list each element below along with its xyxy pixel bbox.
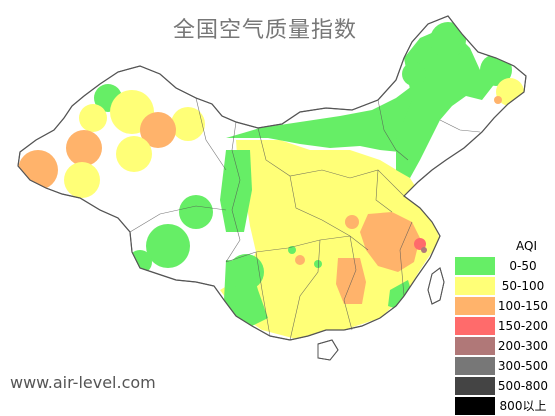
legend-item-6: 500-800 [455,376,551,396]
province-border-6 [255,251,271,337]
legend-swatch [455,337,495,355]
aqi-hotspot-5 [288,246,296,254]
province-border-7 [375,169,393,213]
province-border-3 [289,175,369,251]
aqi-zones [18,22,524,340]
aqi-zone-good-16 [402,62,426,86]
legend-item-2: 100-150 [455,296,551,316]
province-border-4 [343,235,357,331]
aqi-zone-good-9 [179,195,213,229]
aqi-zone-sensitive-5 [66,130,102,166]
province-border-0 [225,121,241,263]
zone-sensitive-east [360,212,420,272]
legend-label: 200-300 [497,339,549,353]
legend-item-3: 150-200 [455,316,551,336]
aqi-hotspot-6 [314,260,322,268]
legend-swatch [455,317,495,335]
legend-swatch [455,297,495,315]
aqi-zone-moderate-1 [79,104,107,132]
aqi-zone-good-12 [228,254,264,290]
legend-item-1: 50-100 [455,276,551,296]
province-borders [17,15,527,361]
legend-item-4: 200-300 [455,336,551,356]
legend-label: 800以上 [499,399,547,413]
province-border-8 [399,221,413,297]
zone-good-northeast [396,26,496,178]
aqi-zone-sensitive-4 [140,112,176,148]
aqi-hotspot-2 [345,215,359,229]
zone-sensitive-central [336,258,366,304]
aqi-map: 全国空气质量指数 www.air-level.com AQI 0-50 50-1… [10,15,548,415]
legend-label: 150-200 [497,319,549,333]
province-border-1 [225,235,351,263]
legend-item-7: 800以上 [455,396,551,416]
aqi-hotspot-3 [295,255,305,265]
province-border-5 [289,239,321,341]
legend-swatch [455,377,495,395]
legend-label: 500-800 [497,379,549,393]
site-watermark: www.air-level.com [10,373,156,392]
hainan-border [317,339,339,361]
legend-label: 100-150 [497,299,549,313]
aqi-zone-moderate-7 [116,136,152,172]
aqi-zone-moderate-8 [64,162,100,198]
zone-good-gansu [220,150,252,232]
legend-label: 300-500 [497,359,549,373]
legend-swatch [455,357,495,375]
legend-label: 0-50 [509,259,537,273]
legend-item-5: 300-500 [455,356,551,376]
legend-swatch [455,257,495,275]
map-canvas [17,15,527,361]
aqi-hotspot-1 [421,247,427,253]
taiwan-border [427,267,445,305]
aqi-legend: AQI 0-50 50-100 100-150 150-200 200-300 … [455,236,551,416]
aqi-hotspot-0 [414,238,426,250]
aqi-zone-good-13 [430,22,466,58]
zone-moderate-east [220,140,440,340]
legend-header: AQI [516,239,537,253]
national-border [17,15,527,341]
aqi-zone-good-10 [146,224,190,268]
aqi-zone-moderate-3 [171,107,205,141]
province-border-12 [377,99,409,161]
province-border-10 [129,205,227,233]
legend-item-0: 0-50 [455,256,551,276]
legend-label: 50-100 [501,279,545,293]
province-border-11 [195,97,227,171]
aqi-hotspot-4 [494,96,502,104]
province-border-13 [439,119,481,133]
map-title: 全国空气质量指数 [172,18,357,43]
legend-swatch [455,277,495,295]
